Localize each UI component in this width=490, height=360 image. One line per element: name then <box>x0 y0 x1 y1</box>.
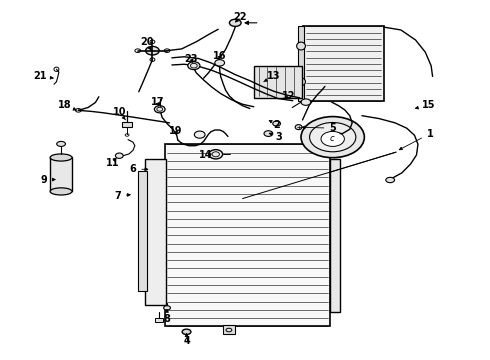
Bar <box>303 26 384 102</box>
Ellipse shape <box>188 62 200 69</box>
Text: 9: 9 <box>41 175 55 185</box>
Ellipse shape <box>296 42 305 50</box>
Text: 2: 2 <box>269 120 280 130</box>
Text: c: c <box>329 134 334 143</box>
Ellipse shape <box>182 329 191 334</box>
Text: 15: 15 <box>416 100 436 110</box>
Ellipse shape <box>301 117 365 158</box>
Bar <box>50 157 72 192</box>
Ellipse shape <box>50 154 72 161</box>
Bar <box>145 158 166 305</box>
Ellipse shape <box>264 131 273 136</box>
Ellipse shape <box>116 153 123 158</box>
Bar <box>223 325 235 334</box>
Text: 1: 1 <box>399 129 434 150</box>
Text: 19: 19 <box>169 126 183 136</box>
Ellipse shape <box>296 78 305 86</box>
Text: 14: 14 <box>199 150 213 160</box>
Ellipse shape <box>215 60 224 66</box>
Ellipse shape <box>310 122 356 152</box>
Text: 11: 11 <box>106 158 119 168</box>
Text: 20: 20 <box>140 37 153 50</box>
Ellipse shape <box>386 177 394 183</box>
Text: 8: 8 <box>164 310 171 324</box>
Text: 22: 22 <box>233 13 247 22</box>
Text: 23: 23 <box>185 54 198 64</box>
Text: 6: 6 <box>129 164 148 174</box>
Text: 7: 7 <box>114 191 130 201</box>
Ellipse shape <box>146 46 159 55</box>
Text: 16: 16 <box>213 51 226 61</box>
Ellipse shape <box>229 19 241 26</box>
Bar <box>155 318 163 322</box>
Bar <box>138 171 147 291</box>
Bar <box>165 144 330 327</box>
Text: 3: 3 <box>269 132 282 142</box>
Bar <box>330 158 340 312</box>
Ellipse shape <box>154 106 165 113</box>
Bar <box>297 26 304 102</box>
Text: 13: 13 <box>264 71 280 82</box>
Text: 4: 4 <box>183 333 190 346</box>
Text: 10: 10 <box>113 107 126 120</box>
Ellipse shape <box>273 121 281 126</box>
Ellipse shape <box>50 188 72 195</box>
Text: 12: 12 <box>282 91 295 101</box>
Ellipse shape <box>295 125 302 130</box>
Ellipse shape <box>164 306 171 310</box>
Ellipse shape <box>321 131 344 147</box>
Ellipse shape <box>301 99 311 105</box>
Bar <box>122 122 132 127</box>
Ellipse shape <box>209 150 222 159</box>
Text: 17: 17 <box>150 97 164 107</box>
Text: 5: 5 <box>302 123 336 133</box>
Ellipse shape <box>195 131 205 138</box>
Text: 18: 18 <box>58 100 77 110</box>
Bar <box>254 66 302 98</box>
Text: 21: 21 <box>34 71 53 81</box>
Ellipse shape <box>57 141 66 147</box>
